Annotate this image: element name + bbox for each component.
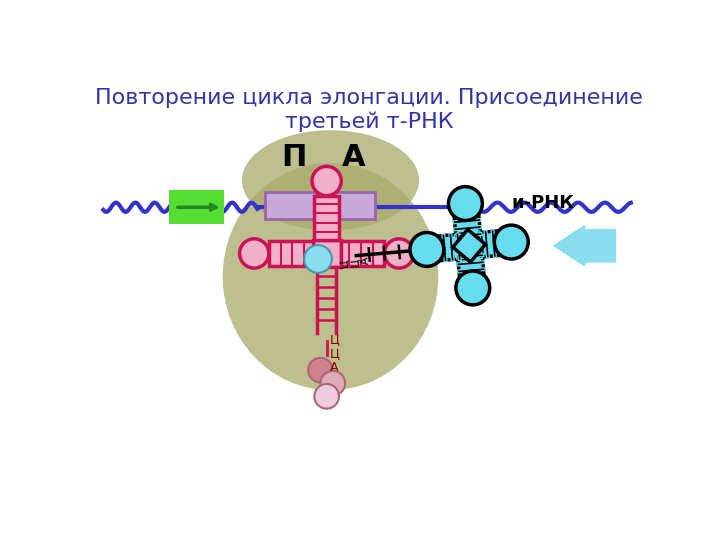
Circle shape xyxy=(456,271,490,305)
FancyBboxPatch shape xyxy=(312,240,341,267)
Circle shape xyxy=(384,239,414,268)
Circle shape xyxy=(410,233,444,266)
Circle shape xyxy=(320,371,345,396)
Polygon shape xyxy=(468,230,513,258)
Polygon shape xyxy=(453,230,485,262)
Text: А: А xyxy=(342,143,366,172)
Polygon shape xyxy=(426,233,470,262)
Circle shape xyxy=(495,225,528,259)
FancyBboxPatch shape xyxy=(269,241,312,266)
FancyBboxPatch shape xyxy=(265,192,315,219)
Text: П: П xyxy=(281,143,306,172)
Polygon shape xyxy=(456,245,485,289)
Text: Ц
Ц
А: Ц Ц А xyxy=(338,256,371,267)
Polygon shape xyxy=(453,202,482,247)
FancyArrow shape xyxy=(554,226,616,266)
Text: и-РНК: и-РНК xyxy=(511,194,575,212)
Circle shape xyxy=(315,384,339,409)
Text: Ц
Ц
А: Ц Ц А xyxy=(330,333,340,374)
Circle shape xyxy=(240,239,269,268)
FancyBboxPatch shape xyxy=(318,192,375,219)
Circle shape xyxy=(308,358,333,382)
FancyBboxPatch shape xyxy=(341,241,384,266)
FancyBboxPatch shape xyxy=(314,195,339,240)
Circle shape xyxy=(312,166,341,195)
FancyBboxPatch shape xyxy=(168,190,224,224)
Circle shape xyxy=(449,187,482,220)
Ellipse shape xyxy=(222,163,438,390)
Ellipse shape xyxy=(242,130,419,231)
Circle shape xyxy=(304,245,332,273)
Text: Повторение цикла элонгации. Присоединение
третьей т-РНК: Повторение цикла элонгации. Присоединени… xyxy=(95,88,643,132)
